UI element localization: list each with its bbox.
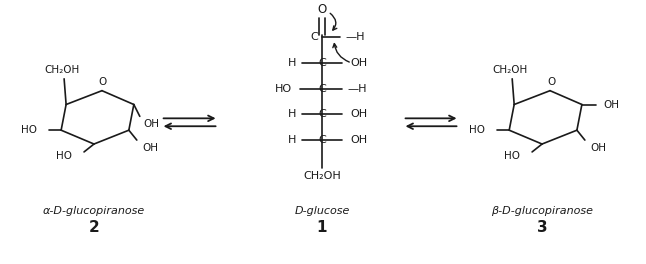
Text: CH₂OH: CH₂OH bbox=[45, 65, 79, 75]
Text: 2: 2 bbox=[89, 220, 99, 234]
Text: O: O bbox=[99, 77, 107, 87]
Text: C: C bbox=[318, 58, 326, 68]
Text: OH: OH bbox=[144, 119, 160, 129]
Text: α-D-glucopiranose: α-D-glucopiranose bbox=[43, 206, 145, 216]
Text: C: C bbox=[310, 32, 318, 42]
Text: C: C bbox=[318, 135, 326, 145]
FancyArrowPatch shape bbox=[330, 13, 337, 30]
Text: 1: 1 bbox=[317, 220, 328, 234]
Text: D-glucose: D-glucose bbox=[295, 206, 349, 216]
Text: OH: OH bbox=[350, 109, 367, 119]
Text: —H: —H bbox=[348, 84, 368, 94]
Text: OH: OH bbox=[350, 58, 367, 68]
Text: OH: OH bbox=[591, 143, 607, 153]
Text: HO: HO bbox=[21, 125, 37, 135]
Text: C: C bbox=[318, 84, 326, 94]
Text: HO: HO bbox=[56, 151, 72, 161]
Text: HO: HO bbox=[275, 84, 292, 94]
Text: O: O bbox=[547, 77, 555, 87]
Text: H: H bbox=[287, 135, 296, 145]
Text: C: C bbox=[318, 109, 326, 119]
Text: CH₂OH: CH₂OH bbox=[492, 65, 528, 75]
Text: HO: HO bbox=[504, 151, 520, 161]
Text: CH₂OH: CH₂OH bbox=[303, 171, 341, 181]
Text: OH: OH bbox=[143, 143, 159, 153]
Text: 3: 3 bbox=[537, 220, 547, 234]
Text: HO: HO bbox=[469, 125, 485, 135]
Text: H: H bbox=[287, 58, 296, 68]
Text: β-D-glucopiranose: β-D-glucopiranose bbox=[491, 206, 593, 216]
Text: OH: OH bbox=[350, 135, 367, 145]
Text: O: O bbox=[317, 3, 327, 16]
Text: —H: —H bbox=[346, 32, 366, 42]
Text: OH: OH bbox=[604, 100, 620, 110]
Text: H: H bbox=[287, 109, 296, 119]
FancyArrowPatch shape bbox=[333, 44, 349, 62]
